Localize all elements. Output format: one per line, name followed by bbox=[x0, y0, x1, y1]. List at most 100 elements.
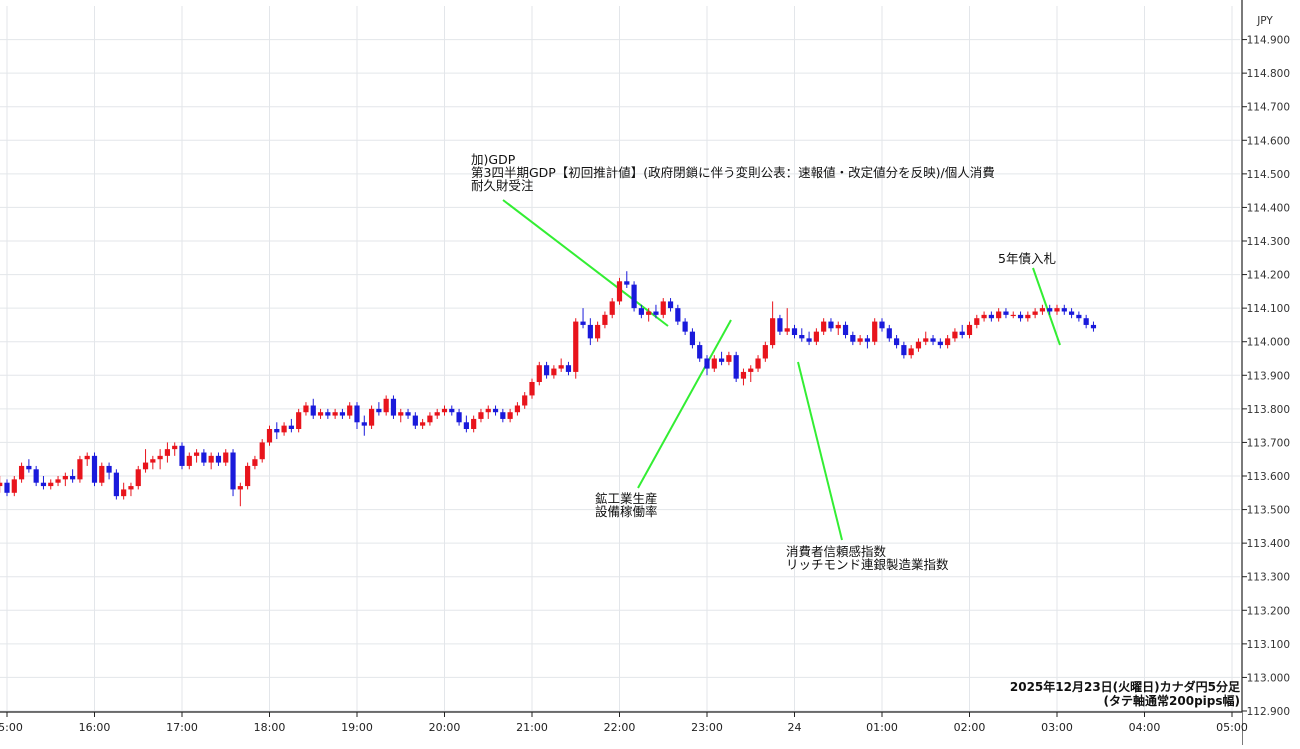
time-axis-panel bbox=[0, 712, 1242, 745]
candle-up bbox=[245, 462, 251, 490]
candle-body bbox=[682, 321, 688, 332]
candle-body bbox=[667, 301, 674, 309]
annotations: 加)GDP 第3四半期GDP【初回推計値】(政府閉鎖に伴う変則公表：速報値・改定値… bbox=[471, 152, 1061, 572]
candle-body bbox=[937, 341, 943, 346]
candle-body bbox=[835, 324, 841, 329]
candle-body bbox=[791, 328, 798, 335]
candle-up bbox=[347, 402, 353, 419]
candle-up bbox=[427, 412, 433, 426]
currency-label: JPY bbox=[1256, 15, 1273, 27]
candle-body bbox=[660, 301, 666, 315]
candle-down bbox=[675, 304, 681, 325]
candle-body bbox=[886, 328, 892, 339]
y-tick-label: 113.200 bbox=[1247, 605, 1290, 617]
candle-down bbox=[354, 402, 360, 429]
candle-down bbox=[806, 331, 812, 346]
candle-down bbox=[288, 418, 294, 433]
candle-body bbox=[755, 358, 761, 369]
candle-body bbox=[223, 452, 229, 463]
candle-up bbox=[1054, 304, 1060, 315]
candle-down bbox=[543, 361, 550, 379]
candle-body bbox=[172, 445, 178, 450]
candle-body bbox=[332, 412, 338, 416]
y-tick-label: 114.300 bbox=[1247, 236, 1290, 248]
candle-up bbox=[660, 298, 666, 319]
annotation-line: 設備稼働率 bbox=[595, 504, 658, 519]
candle-up bbox=[923, 331, 929, 346]
candle-body bbox=[536, 365, 542, 382]
candle-body bbox=[850, 335, 856, 342]
candles bbox=[0, 271, 1097, 507]
candle-up bbox=[1032, 308, 1038, 319]
candle-body bbox=[11, 479, 17, 493]
x-tick-label: 18:00 bbox=[254, 721, 286, 734]
candle-up bbox=[237, 482, 243, 507]
candle-up bbox=[726, 351, 732, 366]
candle-up bbox=[296, 408, 302, 433]
candle-body bbox=[354, 405, 360, 423]
candle-down bbox=[325, 408, 331, 419]
candle-body bbox=[770, 318, 776, 346]
candle-down bbox=[26, 459, 32, 473]
annotation-line: リッチモンド連銀製造業指数 bbox=[786, 557, 949, 572]
candle-body bbox=[1090, 324, 1097, 329]
y-tick-label: 113.100 bbox=[1247, 639, 1290, 651]
candle-down bbox=[274, 422, 280, 440]
x-tick-label: 20:00 bbox=[429, 721, 461, 734]
candle-up bbox=[208, 452, 214, 470]
candle-body bbox=[565, 365, 572, 372]
candle-down bbox=[215, 452, 222, 466]
candle-body bbox=[434, 412, 440, 416]
candle-body bbox=[996, 311, 1002, 319]
candle-up bbox=[186, 452, 192, 470]
candle-body bbox=[595, 324, 601, 339]
candle-body bbox=[631, 284, 637, 309]
candle-down bbox=[799, 328, 805, 342]
candle-up bbox=[485, 405, 491, 419]
candle-body bbox=[879, 321, 885, 329]
candle-up bbox=[55, 476, 61, 487]
annotation-label: 鉱工業生産設備稼働率 bbox=[595, 491, 658, 519]
candle-up bbox=[762, 341, 768, 362]
candle-body bbox=[245, 465, 251, 487]
candle-body bbox=[1003, 311, 1009, 315]
candle-body bbox=[1061, 308, 1067, 312]
candle-down bbox=[667, 298, 674, 312]
candle-up bbox=[602, 311, 608, 329]
price-axis-panel bbox=[1242, 0, 1300, 745]
candle-body bbox=[471, 418, 477, 429]
candle-up bbox=[595, 321, 601, 342]
y-tick-label: 113.600 bbox=[1247, 471, 1290, 483]
candle-body bbox=[842, 324, 849, 335]
candle-body bbox=[208, 455, 214, 463]
candle-body bbox=[376, 408, 382, 413]
candle-body bbox=[55, 479, 61, 483]
candle-up bbox=[398, 408, 404, 423]
candle-body bbox=[456, 412, 462, 423]
candle-down bbox=[893, 335, 900, 349]
candle-down bbox=[1003, 308, 1009, 319]
y-tick-label: 114.900 bbox=[1247, 35, 1290, 47]
candle-body bbox=[427, 415, 433, 423]
candle-down bbox=[113, 469, 119, 500]
candle-body bbox=[704, 358, 710, 369]
candle-down bbox=[718, 351, 725, 366]
candle-body bbox=[62, 476, 68, 480]
candle-body bbox=[412, 415, 418, 426]
candle-body bbox=[733, 355, 739, 379]
candle-down bbox=[886, 324, 892, 342]
candle-down bbox=[937, 338, 943, 349]
y-tick-label: 114.000 bbox=[1247, 337, 1290, 349]
candle-body bbox=[1054, 308, 1060, 312]
candle-down bbox=[1017, 311, 1024, 322]
candle-body bbox=[48, 482, 54, 487]
y-tick-label: 114.700 bbox=[1247, 102, 1290, 114]
candle-up bbox=[420, 418, 426, 429]
y-tick-label: 112.900 bbox=[1247, 706, 1290, 718]
candle-up bbox=[77, 455, 83, 483]
candle-up bbox=[529, 378, 535, 399]
x-tick-label: 03:00 bbox=[1041, 721, 1073, 734]
candle-body bbox=[164, 449, 171, 456]
candle-body bbox=[718, 358, 725, 362]
